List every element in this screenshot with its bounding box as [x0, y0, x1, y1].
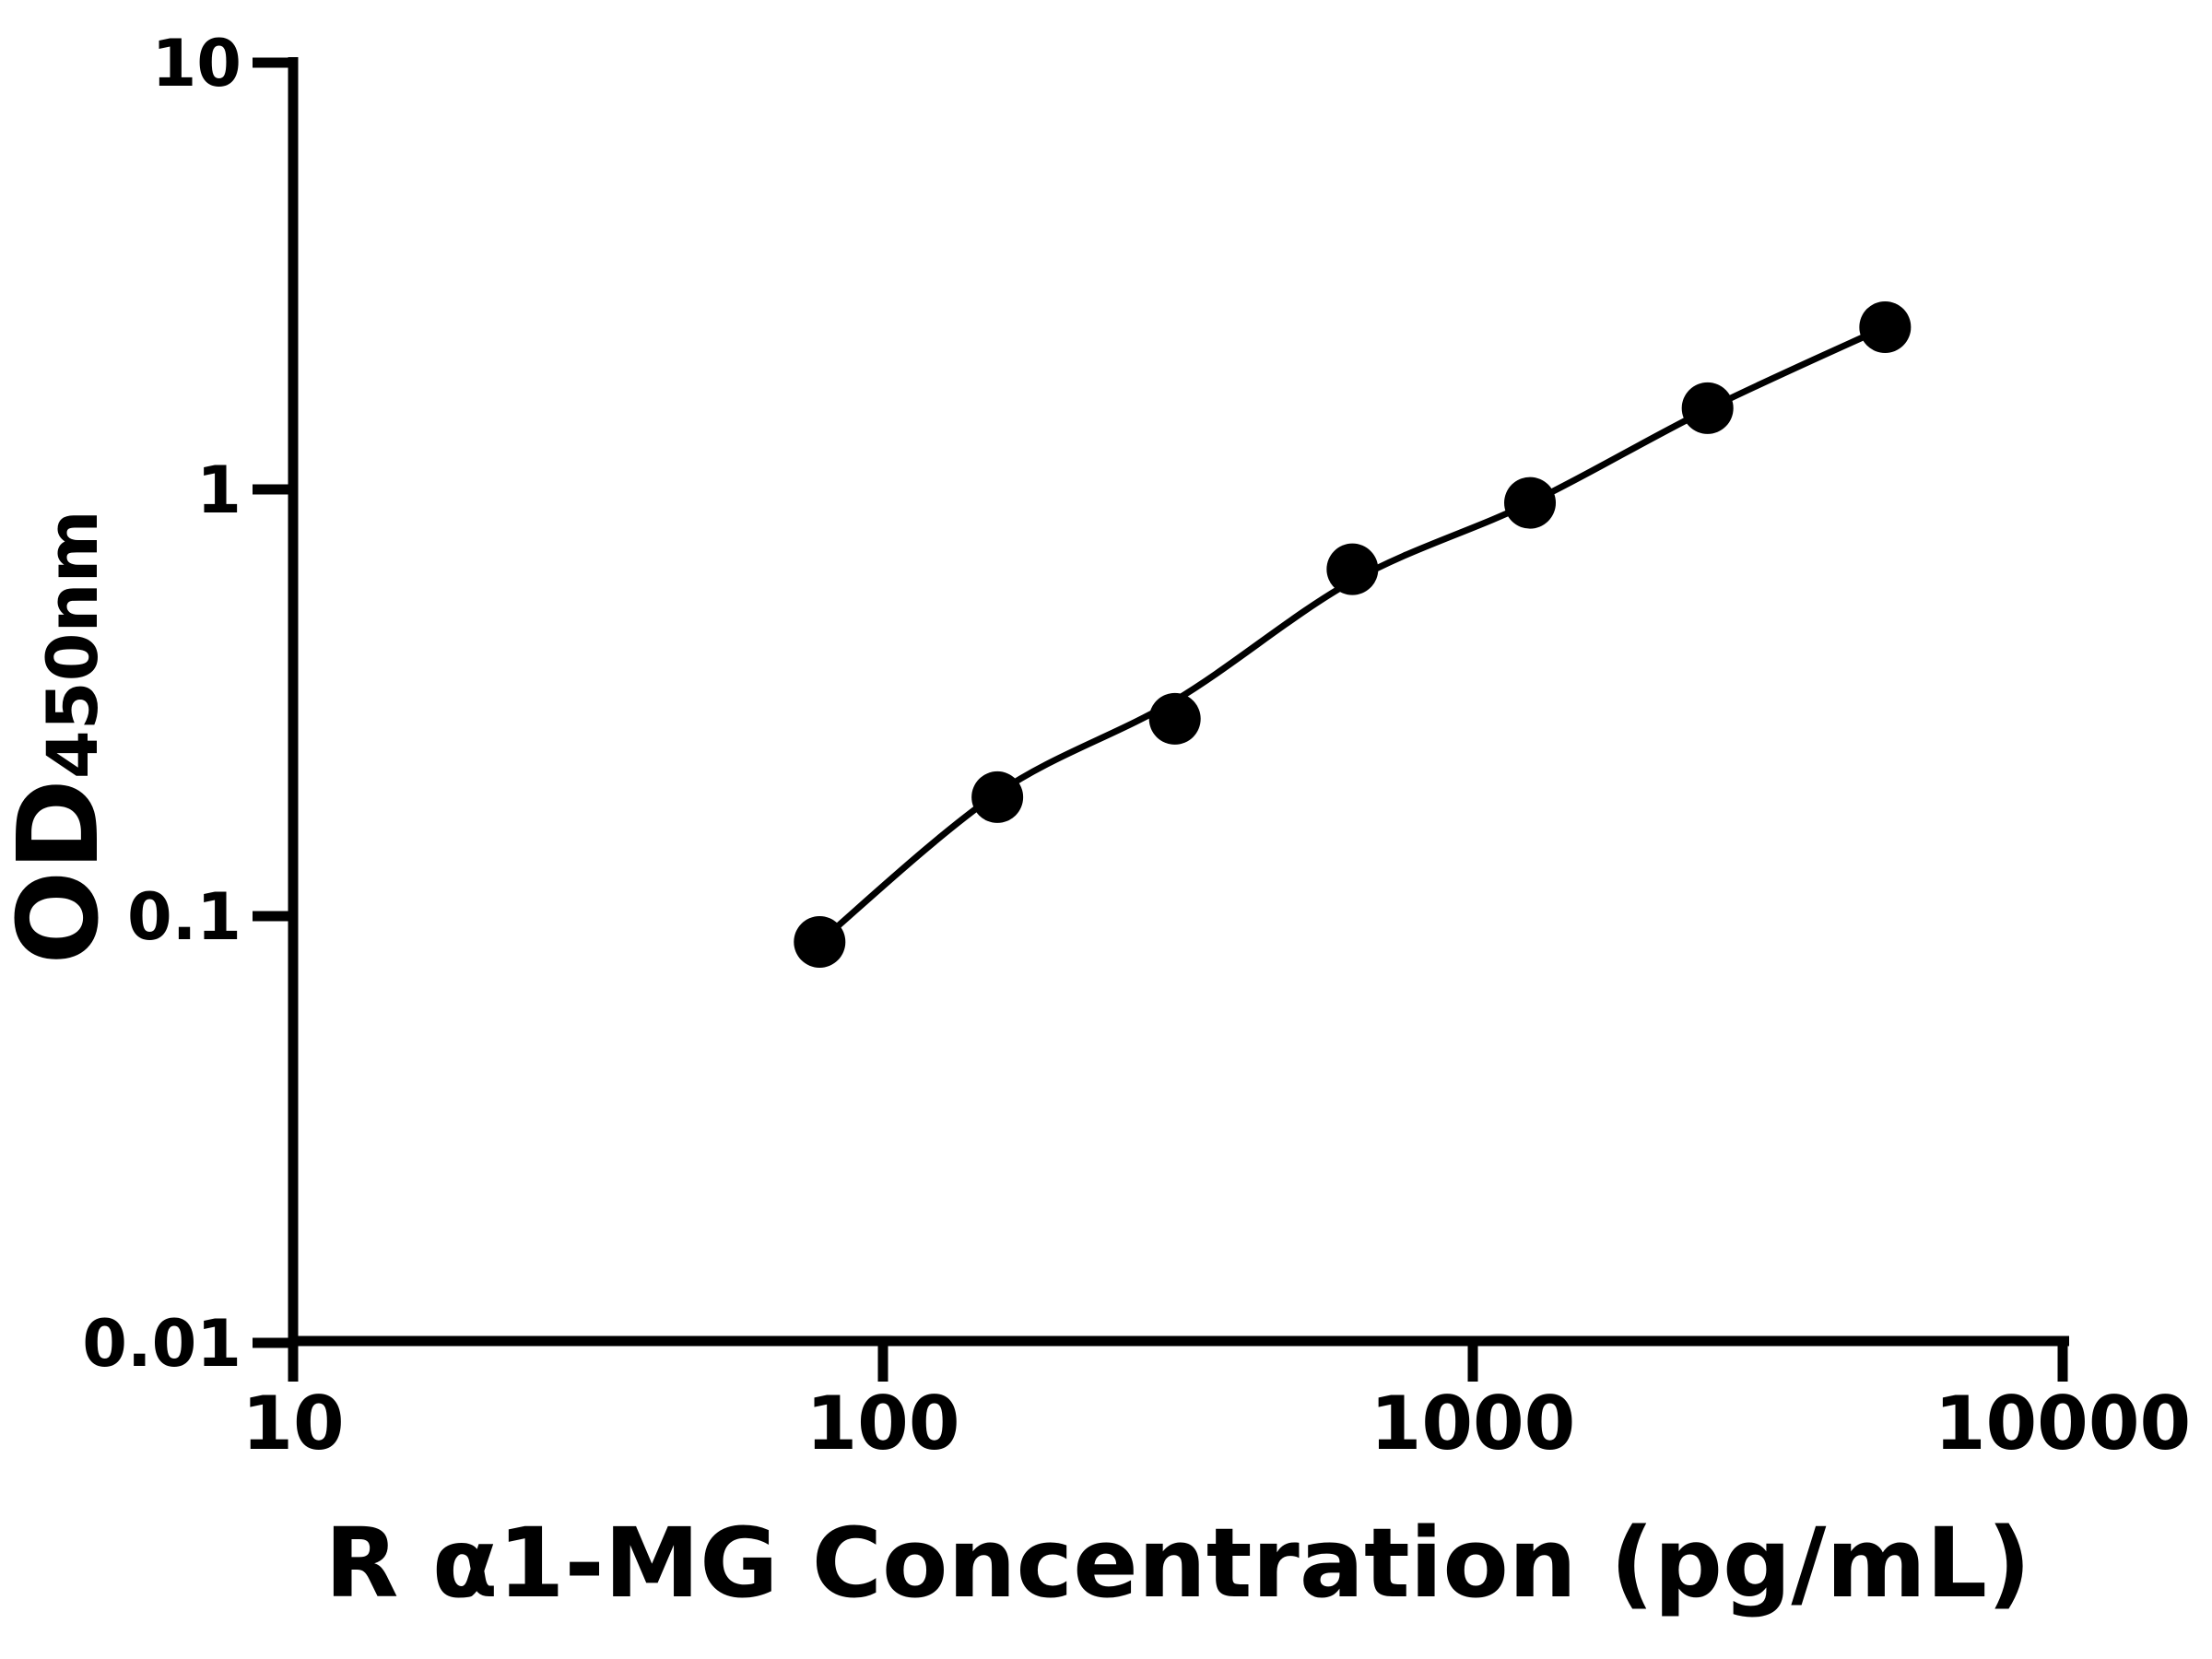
x-tick-label: 1000	[1371, 1381, 1576, 1466]
data-point	[1681, 382, 1734, 434]
data-point	[1326, 543, 1379, 595]
data-point	[1859, 300, 1912, 353]
x-axis-title: R α1-MG Concentration (pg/mL)	[324, 1507, 2031, 1619]
x-tick-label: 100	[806, 1381, 960, 1466]
y-tick-label: 0.1	[127, 879, 241, 955]
data-point	[1504, 477, 1557, 529]
data-point	[794, 916, 846, 969]
y-tick-label: 10	[152, 26, 241, 101]
data-point	[971, 771, 1024, 823]
x-tick-label: 10	[241, 1381, 344, 1466]
y-axis-title-main: OD	[0, 779, 124, 965]
x-tick-label: 10000	[1935, 1381, 2191, 1466]
data-point	[1148, 692, 1201, 745]
y-tick-label: 1	[196, 453, 241, 528]
y-axis-title-subscript: 450nm	[31, 510, 113, 780]
y-tick-label: 0.01	[82, 1306, 241, 1382]
y-axis-title: OD 450nm	[0, 369, 152, 1106]
